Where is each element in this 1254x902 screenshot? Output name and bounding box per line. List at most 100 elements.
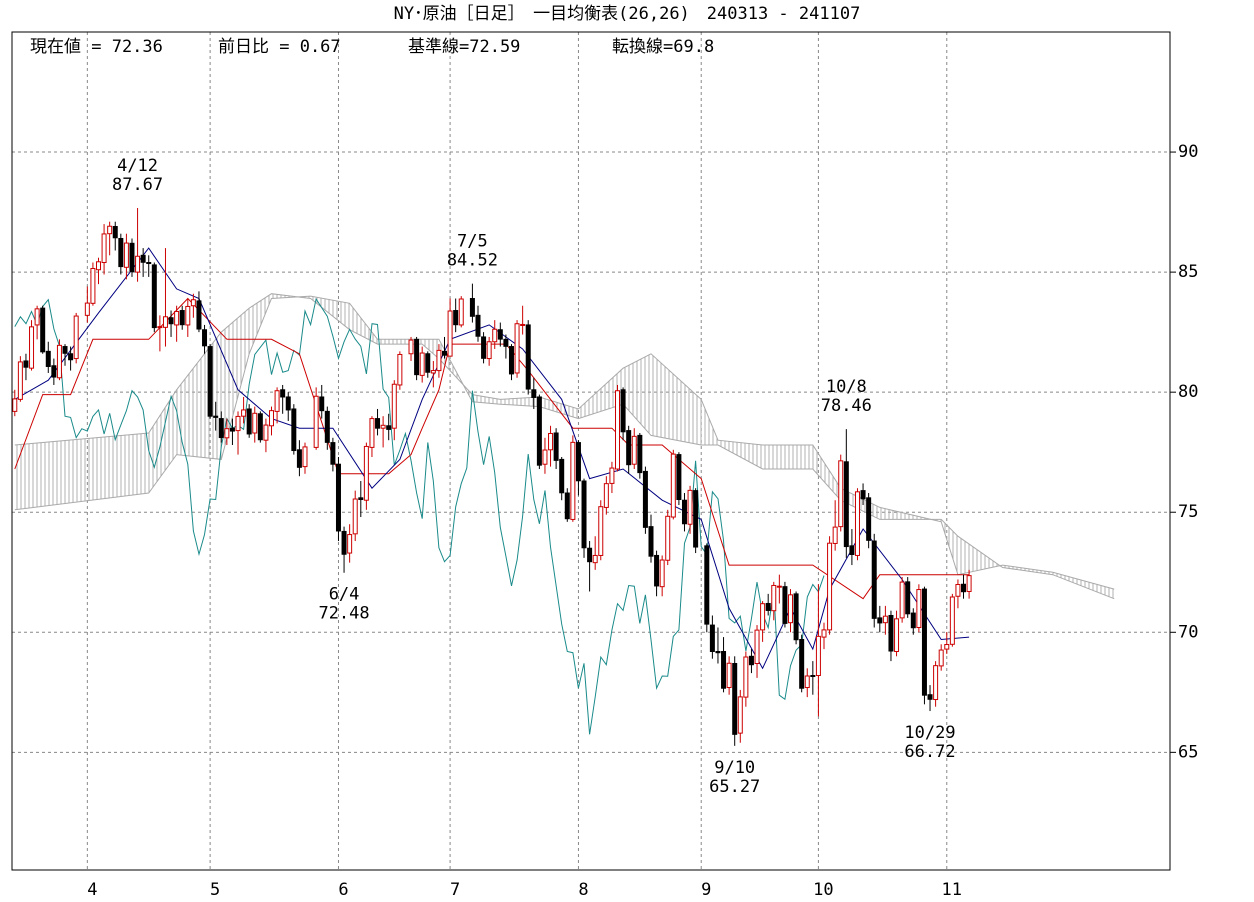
candle-body <box>860 490 866 500</box>
annotation-value: 87.67 <box>112 175 163 195</box>
info-change: 前日比 = 0.67 <box>218 37 341 57</box>
candle-body <box>949 596 955 645</box>
candle-body <box>587 547 593 563</box>
candle-body <box>676 454 682 501</box>
candle-body <box>665 515 671 561</box>
plot-frame <box>11 31 1171 871</box>
x-tick-label: 11 <box>942 880 962 900</box>
candle-body <box>291 408 297 452</box>
y-tick-label: 70 <box>1178 622 1198 642</box>
candle-body <box>196 300 202 330</box>
candle-body <box>34 308 40 326</box>
candle-body <box>17 361 23 400</box>
candle-body <box>481 336 487 359</box>
candle-body <box>754 629 760 665</box>
candle-body <box>453 310 459 326</box>
candle-body <box>45 350 51 367</box>
candle-body <box>760 603 766 631</box>
candle-body <box>866 497 872 541</box>
candle-body <box>425 353 431 373</box>
candle-body <box>51 365 57 378</box>
candle-body <box>882 615 888 624</box>
info-kijun: 基準線=72.59 <box>408 37 520 57</box>
candle-body <box>12 398 18 412</box>
kijun-line <box>14 297 970 600</box>
candle-body <box>419 352 425 376</box>
candle-body <box>168 317 174 325</box>
candle-body <box>832 526 838 544</box>
candle-body <box>218 418 224 439</box>
candle-body <box>681 499 687 525</box>
candle-body <box>520 323 526 326</box>
y-tick-label: 85 <box>1178 262 1198 282</box>
candle-body <box>29 326 35 369</box>
candle-body <box>458 298 464 326</box>
candle-body <box>737 696 743 734</box>
candle-body <box>570 441 576 520</box>
candle-body <box>548 432 554 451</box>
candle-body <box>341 530 347 555</box>
candle-body <box>938 649 944 667</box>
y-tick-label: 75 <box>1178 502 1198 522</box>
candle-body <box>782 586 788 624</box>
x-tick-label: 8 <box>578 880 588 900</box>
annotation-value: 84.52 <box>447 251 498 271</box>
x-tick-label: 9 <box>701 880 711 900</box>
candle-body <box>905 581 911 615</box>
candle-body <box>603 483 609 508</box>
candle-body <box>871 540 877 619</box>
candle-body <box>129 242 135 273</box>
candle-body <box>380 424 386 429</box>
candle-body <box>330 442 336 465</box>
candle-body <box>726 662 732 689</box>
candle-body <box>296 449 302 468</box>
candle-body <box>542 449 548 465</box>
candle-body <box>414 338 420 376</box>
candle-body <box>654 554 660 587</box>
candle-body <box>771 584 777 612</box>
candle-body <box>146 262 152 265</box>
candle-body <box>626 430 632 466</box>
annotation-value: 78.46 <box>821 396 872 416</box>
candle-body <box>709 624 715 652</box>
candle-body <box>157 326 163 329</box>
candle-body <box>363 445 369 501</box>
candle-body <box>564 492 570 520</box>
candle-body <box>748 655 754 666</box>
candle-body <box>531 389 537 398</box>
candle-body <box>207 346 213 417</box>
candle-body <box>375 418 381 429</box>
candle-body <box>687 489 693 525</box>
candle-body <box>213 415 219 418</box>
candle-body <box>620 389 626 433</box>
candle-body <box>821 629 827 638</box>
candle-body <box>910 612 916 629</box>
candle-body <box>269 410 275 427</box>
candle-body <box>804 675 810 689</box>
candle-body <box>575 442 581 482</box>
candle-body <box>933 665 939 701</box>
candle-body <box>553 432 559 461</box>
x-tick-label: 7 <box>450 880 460 900</box>
candle-body <box>162 316 168 328</box>
candle-body <box>849 545 855 555</box>
candle-body <box>84 302 90 316</box>
annotation-value: 72.48 <box>318 604 369 624</box>
annotation-date: 4/12 <box>117 156 158 176</box>
candle-body <box>23 360 29 368</box>
candle-body <box>257 413 263 441</box>
candle-body <box>961 583 967 593</box>
candle-body <box>732 663 738 735</box>
candle-body <box>497 329 503 340</box>
y-tick-label: 80 <box>1178 382 1198 402</box>
candle-body <box>280 389 286 398</box>
candle-body <box>838 460 844 528</box>
candle-body <box>140 254 146 263</box>
candle-body <box>302 446 308 468</box>
candle-body <box>263 424 269 441</box>
annotation-date: 9/10 <box>714 758 755 778</box>
candle-body <box>391 383 397 429</box>
candle-body <box>508 346 514 375</box>
